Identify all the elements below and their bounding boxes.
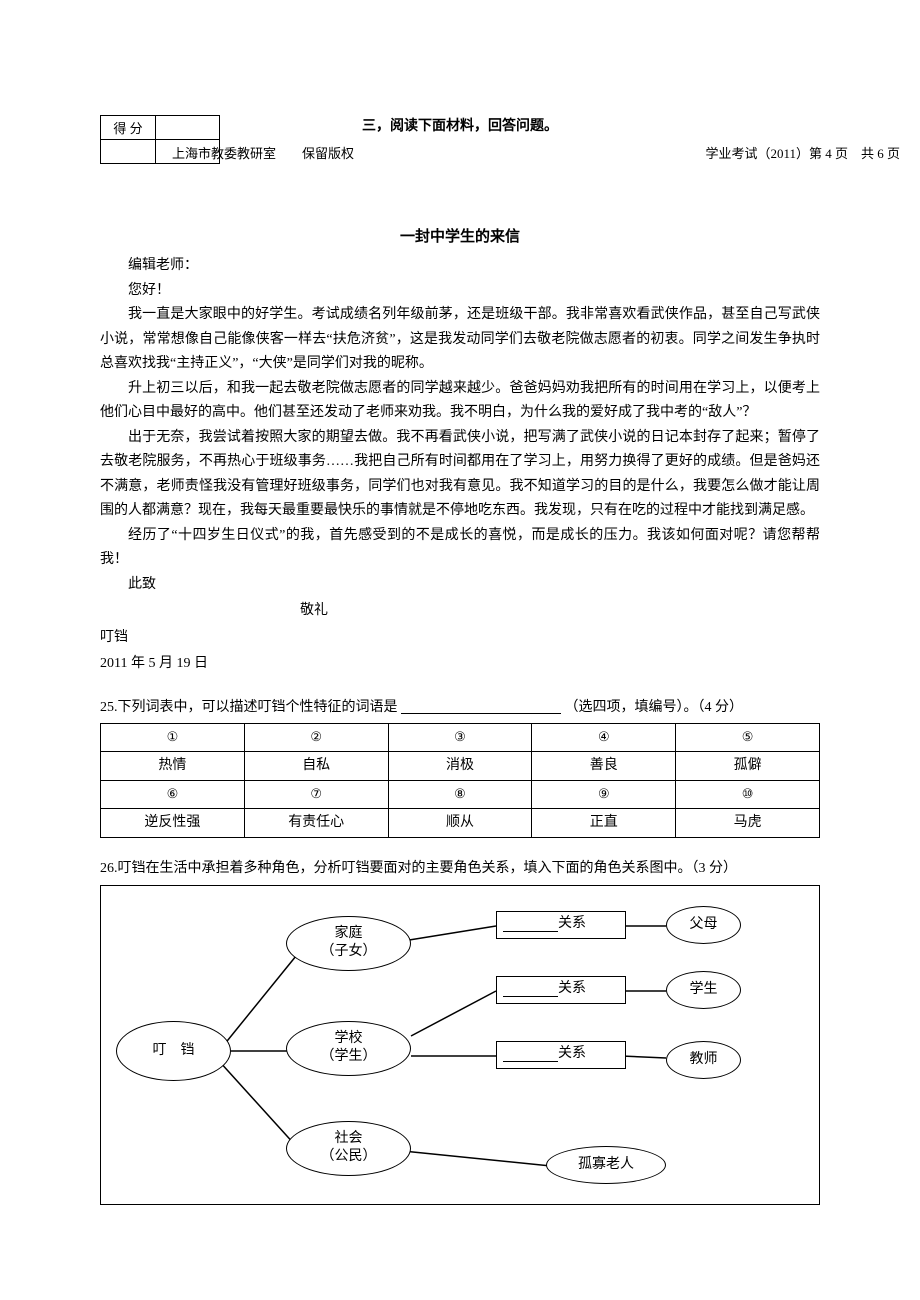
relation-box-1: 关系 [496,911,626,939]
cell-num: ② [244,723,388,751]
table-row: 逆反性强 有责任心 顺从 正直 马虎 [101,808,820,837]
cell-word: 自私 [244,751,388,780]
cell-word: 逆反性强 [101,808,245,837]
relation-blank-2 [503,983,558,997]
cell-word: 热情 [101,751,245,780]
letter-closing: 此致 [100,573,820,598]
table-row: ⑥ ⑦ ⑧ ⑨ ⑩ [101,781,820,809]
copyright-line: 上海市教委教研室 保留版权 学业考试（2011）第 4 页 共 6 页 [160,143,920,162]
relation-label-3: 关系 [558,1043,586,1065]
q26-stem: 26.叮铛在生活中承担着多种角色，分析叮铛要面对的主要角色关系，填入下面的角色关… [100,861,737,876]
cell-word: 善良 [532,751,676,780]
q25-stem-post: （选四项，填编号）。（4 分） [565,700,744,715]
cell-num: ⑥ [101,781,245,809]
relation-blank-3 [503,1048,558,1062]
node-elderly: 孤寡老人 [546,1146,666,1184]
letter-p3: 出于无奈，我尝试着按照大家的期望去做。我不再看武侠小说，把写满了武侠小说的日记本… [100,426,820,524]
copyright-right: 学业考试（2011）第 4 页 共 6 页 [705,143,900,162]
cell-word: 正直 [532,808,676,837]
cell-num: ③ [388,723,532,751]
copyright-left: 上海市教委教研室 保留版权 [160,143,354,162]
score-label-cell: 得 分 [101,116,156,140]
relation-box-2: 关系 [496,976,626,1004]
cell-num: ④ [532,723,676,751]
cell-num: ⑨ [532,781,676,809]
relation-blank-1 [503,918,558,932]
node-parents: 父母 [666,906,741,944]
cell-word: 孤僻 [676,751,820,780]
cell-num: ① [101,723,245,751]
question-25: 25.下列词表中，可以描述叮铛个性特征的词语是 （选四项，填编号）。（4 分） … [100,697,820,839]
question-26: 26.叮铛在生活中承担着多种角色，分析叮铛要面对的主要角色关系，填入下面的角色关… [100,858,820,1204]
node-dingdang: 叮 铛 [116,1021,231,1081]
score-empty-1 [101,140,156,164]
relation-box-3: 关系 [496,1041,626,1069]
node-teacher: 教师 [666,1041,741,1079]
q25-blank [401,700,561,714]
letter-signature: 叮铛 [100,626,820,651]
cell-word: 马虎 [676,808,820,837]
cell-word: 顺从 [388,808,532,837]
cell-num: ⑧ [388,781,532,809]
letter-greeting: 您好！ [100,279,820,304]
table-row: 热情 自私 消极 善良 孤僻 [101,751,820,780]
node-school: 学校 （学生） [286,1021,411,1076]
node-student: 学生 [666,971,741,1009]
q25-table: ① ② ③ ④ ⑤ 热情 自私 消极 善良 孤僻 ⑥ ⑦ ⑧ ⑨ ⑩ 逆反性强 … [100,723,820,838]
cell-num: ⑩ [676,781,820,809]
relation-label-1: 关系 [558,913,586,935]
cell-word: 有责任心 [244,808,388,837]
letter-body: 编辑老师： 您好！ 我一直是大家眼中的好学生。考试成绩名列年级前茅，还是班级干部… [100,254,820,677]
q26-diagram: 叮 铛 家庭 （子女） 学校 （学生） 社会 （公民） 关系 关系 关系 父母 … [100,885,820,1205]
letter-p2: 升上初三以后，和我一起去敬老院做志愿者的同学越来越少。爸爸妈妈劝我把所有的时间用… [100,377,820,426]
letter-p4: 经历了“十四岁生日仪式”的我，首先感受到的不是成长的喜悦，而是成长的压力。我该如… [100,524,820,573]
cell-num: ⑤ [676,723,820,751]
cell-num: ⑦ [244,781,388,809]
letter-salute: 敬礼 [300,599,820,624]
letter-salutation: 编辑老师： [100,254,820,279]
node-society: 社会 （公民） [286,1121,411,1176]
letter-p1: 我一直是大家眼中的好学生。考试成绩名列年级前茅，还是班级干部。我非常喜欢看武侠作… [100,303,820,377]
relation-label-2: 关系 [558,978,586,1000]
letter-date: 2011 年 5 月 19 日 [100,652,820,677]
q25-stem-pre: 25.下列词表中，可以描述叮铛个性特征的词语是 [100,700,398,715]
letter-title: 一封中学生的来信 [100,225,820,246]
table-row: ① ② ③ ④ ⑤ [101,723,820,751]
node-family: 家庭 （子女） [286,916,411,971]
score-value-cell [156,116,220,140]
cell-word: 消极 [388,751,532,780]
